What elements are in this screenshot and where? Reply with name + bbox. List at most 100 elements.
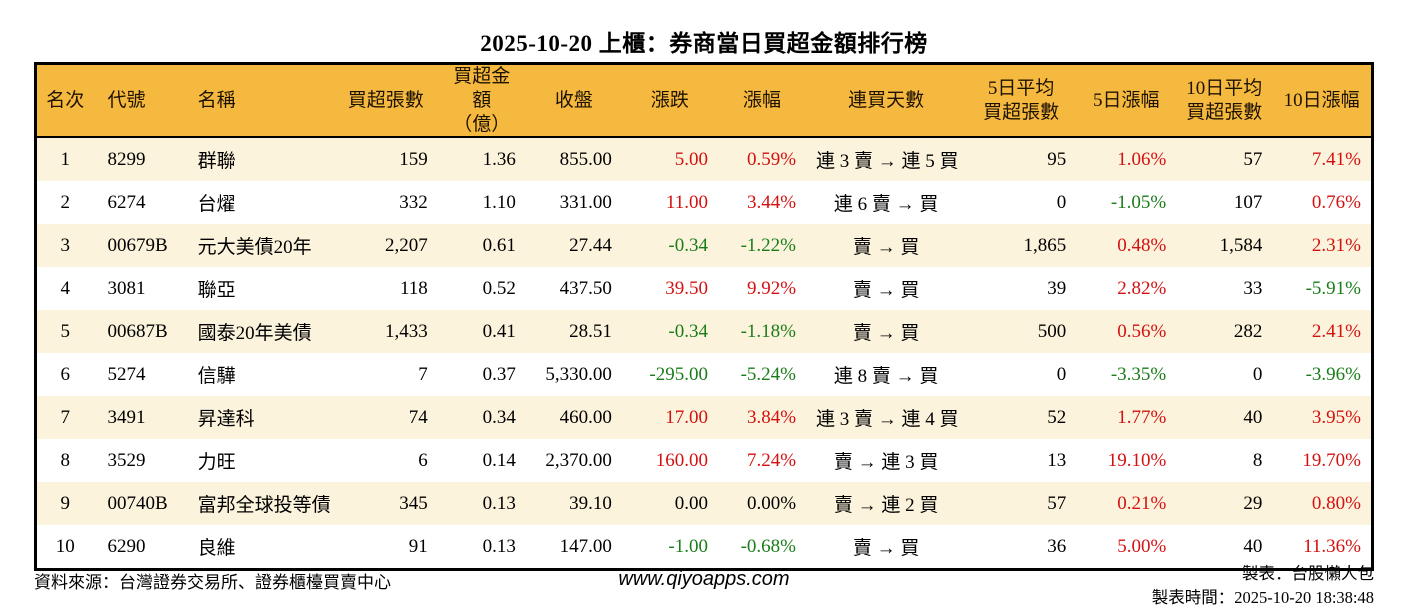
cell-rank: 2: [60, 191, 71, 213]
cell-avg5-shares: 500: [1037, 320, 1067, 342]
cell-net-buy-shares: 118: [399, 277, 428, 299]
cell-name: 富邦全球投等債: [197, 495, 331, 517]
cell-rank: 8: [60, 449, 71, 471]
col-header-net-buy-amount: 買超金額 （億）: [437, 63, 526, 139]
cell-code: 5274: [107, 363, 146, 385]
cell-net-buy-amount: 1.36: [482, 148, 516, 170]
table-row: 6 5274 信驊 7 0.37 5,330.00 -295.00 -5.24% 連 8 賣 →…: [35, 353, 1373, 397]
table-row: 7 3491 昇達科 74 0.34 460.00 17.00 3.84% 連 3 賣 → 連 …: [35, 396, 1373, 440]
cell-close: 460.00: [559, 406, 612, 428]
cell-pct10: -3.96%: [1305, 363, 1361, 385]
cell-net-buy-shares: 91: [408, 535, 428, 557]
cell-net-buy-amount: 0.14: [482, 449, 516, 471]
cell-pct5: 1.06%: [1117, 148, 1167, 170]
table-row: 1 8299 群聯 159 1.36 855.00 5.00 0.59% 連 3 賣 → 連 5…: [35, 137, 1373, 182]
footer: 資料來源：台灣證券交易所、證券櫃檯買賣中心 www.qiyoapps.com 製…: [34, 562, 1374, 610]
cell-change-pct: -1.22%: [740, 234, 797, 256]
cell-rank: 4: [60, 277, 71, 299]
cell-buy-streak: 連 8 賣 → 買: [833, 366, 939, 388]
cell-avg5-shares: 57: [1047, 492, 1067, 514]
cell-net-buy-amount: 0.13: [482, 492, 516, 514]
cell-code: 3081: [107, 277, 146, 299]
credits-block: 製表：台股懶人包 製表時間：2025-10-20 18:38:48: [1152, 562, 1374, 610]
cell-net-buy-shares: 7: [418, 363, 428, 385]
cell-pct10: 2.41%: [1311, 320, 1361, 342]
cell-net-buy-amount: 0.61: [482, 234, 516, 256]
made-by-note: 製表：台股懶人包: [1242, 564, 1374, 583]
cell-pct10: 11.36%: [1303, 535, 1361, 557]
cell-avg5-shares: 52: [1047, 406, 1067, 428]
cell-name: 群聯: [197, 151, 236, 173]
cell-net-buy-amount: 0.34: [482, 406, 516, 428]
cell-avg5-shares: 95: [1047, 148, 1067, 170]
cell-rank: 5: [60, 320, 71, 342]
cell-buy-streak: 賣 → 買: [852, 323, 920, 345]
cell-pct10: 3.95%: [1311, 406, 1361, 428]
cell-net-buy-shares: 6: [418, 449, 428, 471]
cell-code: 6274: [107, 191, 146, 213]
table-header-row: 名次 代號 名稱 買超張數 買超金額 （億） 收盤 漲跌 漲幅 連買天數 5日平…: [35, 63, 1373, 139]
cell-change: 11.00: [665, 191, 708, 213]
cell-code: 3529: [107, 449, 146, 471]
col-header-name: 名稱: [183, 63, 334, 139]
cell-code: 00740B: [107, 492, 168, 514]
cell-pct10: 19.70%: [1302, 449, 1361, 471]
cell-change-pct: -1.18%: [740, 320, 797, 342]
cell-change-pct: -0.68%: [740, 535, 797, 557]
broker-net-buy-ranking-table: 名次 代號 名稱 買超張數 買超金額 （億） 收盤 漲跌 漲幅 連買天數 5日平…: [34, 62, 1374, 572]
cell-change: 160.00: [655, 449, 708, 471]
cell-net-buy-amount: 0.13: [482, 535, 516, 557]
cell-code: 3491: [107, 406, 146, 428]
cell-name: 國泰20年美債: [197, 323, 312, 345]
cell-name: 信驊: [197, 366, 236, 388]
cell-code: 00687B: [107, 320, 168, 342]
cell-change-pct: 7.24%: [746, 449, 797, 471]
cell-buy-streak: 賣 → 連 2 買: [833, 495, 939, 517]
table-row: 2 6274 台燿 332 1.10 331.00 11.00 3.44% 連 6 賣 → 買 0…: [35, 181, 1373, 225]
cell-close: 147.00: [559, 535, 612, 557]
col-header-change: 漲跌: [621, 63, 718, 139]
cell-name: 元大美債20年: [197, 237, 312, 259]
cell-name: 力旺: [197, 452, 236, 474]
cell-net-buy-shares: 332: [399, 191, 428, 213]
cell-buy-streak: 連 3 賣 → 連 4 買: [816, 409, 959, 431]
cell-name: 良維: [197, 538, 236, 560]
col-header-avg10-shares: 10日平均 買超張數: [1176, 63, 1273, 139]
col-header-buy-streak: 連買天數: [806, 63, 967, 139]
cell-pct10: 0.76%: [1311, 191, 1361, 213]
cell-avg10-shares: 1,584: [1219, 234, 1263, 256]
cell-change-pct: 3.44%: [746, 191, 797, 213]
cell-rank: 6: [60, 363, 71, 385]
cell-rank: 10: [55, 535, 75, 557]
col-header-avg5-shares: 5日平均 買超張數: [966, 63, 1077, 139]
data-source-note: 資料來源：台灣證券交易所、證券櫃檯買賣中心: [34, 573, 391, 592]
cell-close: 27.44: [569, 234, 612, 256]
cell-avg10-shares: 107: [1233, 191, 1263, 213]
cell-change-pct: 0.00%: [746, 492, 797, 514]
cell-net-buy-shares: 1,433: [385, 320, 428, 342]
cell-avg10-shares: 0: [1252, 363, 1263, 385]
cell-avg5-shares: 1,865: [1023, 234, 1067, 256]
cell-avg10-shares: 33: [1243, 277, 1263, 299]
cell-buy-streak: 賣 → 買: [852, 538, 920, 560]
cell-pct5: 1.77%: [1117, 406, 1167, 428]
cell-change-pct: 9.92%: [746, 277, 797, 299]
cell-pct10: 0.80%: [1311, 492, 1361, 514]
cell-close: 855.00: [559, 148, 612, 170]
cell-buy-streak: 賣 → 買: [852, 280, 920, 302]
table-header: 名次 代號 名稱 買超張數 買超金額 （億） 收盤 漲跌 漲幅 連買天數 5日平…: [35, 63, 1373, 139]
col-header-change-pct: 漲幅: [717, 63, 807, 139]
cell-change-pct: -5.24%: [740, 363, 797, 385]
table-row: 8 3529 力旺 6 0.14 2,370.00 160.00 7.24% 賣 → 連 3 買…: [35, 439, 1373, 483]
cell-pct10: 2.31%: [1311, 234, 1361, 256]
cell-avg5-shares: 0: [1056, 363, 1067, 385]
cell-name: 聯亞: [197, 280, 236, 302]
cell-rank: 1: [60, 148, 71, 170]
col-header-pct5: 5日漲幅: [1076, 63, 1177, 139]
cell-pct5: 0.48%: [1117, 234, 1167, 256]
cell-change: -0.34: [668, 320, 708, 342]
cell-change-pct: 3.84%: [746, 406, 797, 428]
cell-avg10-shares: 282: [1233, 320, 1263, 342]
table-body: 1 8299 群聯 159 1.36 855.00 5.00 0.59% 連 3 賣 → 連 5…: [35, 137, 1373, 570]
cell-change: 17.00: [665, 406, 708, 428]
